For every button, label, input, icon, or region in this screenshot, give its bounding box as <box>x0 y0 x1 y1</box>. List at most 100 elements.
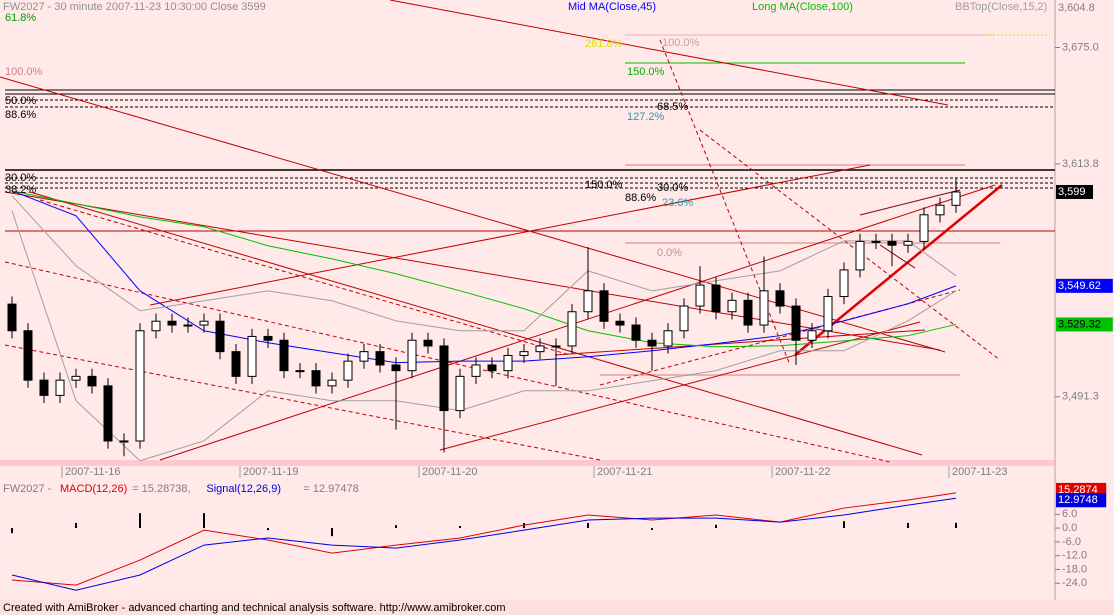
last-close-label-box <box>1056 184 1093 199</box>
overlay-line <box>11 210 957 462</box>
y-tick-label: 3,491.3 <box>1062 391 1099 403</box>
footer-bar <box>0 600 1114 615</box>
x-tick-label: 2007-11-19 <box>243 466 298 478</box>
candle-body <box>279 339 289 372</box>
candle-body <box>71 375 81 381</box>
candle-body <box>487 364 497 372</box>
candle-body <box>903 240 913 246</box>
candle-body <box>679 305 689 332</box>
legend-entry: Mid MA(Close,45) <box>568 1 656 13</box>
y-tick-label: 3,613.8 <box>1062 158 1099 170</box>
legend-entry: Long MA(Close,100) <box>752 1 853 13</box>
x-tick-label: 2007-11-21 <box>597 466 652 478</box>
candle-body <box>535 345 545 353</box>
series-last-label-box <box>1056 493 1107 508</box>
y-tick-label: 0.0 <box>1062 522 1077 534</box>
fib-label: 88.6% <box>5 109 36 121</box>
x-tick-label: 2007-11-22 <box>775 466 830 478</box>
candle-body <box>839 269 849 298</box>
candle-body <box>455 375 465 412</box>
fib-label: 150.0% <box>585 179 623 191</box>
candle-body <box>759 290 769 326</box>
fib-label: 23.6% <box>662 197 693 209</box>
candle-body <box>471 364 481 377</box>
candle-body <box>135 330 145 442</box>
overlay-last-label-box <box>1056 317 1113 332</box>
overlay-last-label: 3,549.62 <box>1058 280 1101 292</box>
candle-body <box>103 385 113 442</box>
candle-body <box>87 375 97 387</box>
candle-body <box>519 351 529 356</box>
x-tick-label: 2007-11-23 <box>952 466 1007 478</box>
y-tick-label: 6.0 <box>1062 508 1077 520</box>
macd-line <box>11 492 957 586</box>
legend-entry: BBTop(Close,15,2) <box>955 1 1047 13</box>
candle-body <box>215 320 225 353</box>
candle-body <box>775 290 785 307</box>
candle-body <box>871 240 881 243</box>
candle-body <box>231 351 241 377</box>
header-value: 3,604.8 <box>1058 2 1095 14</box>
overlay-last-label-box <box>1056 278 1113 293</box>
candle-body <box>663 330 673 347</box>
candle-body <box>167 320 177 326</box>
macd-title-prefix: FW2027 - <box>3 483 52 495</box>
candle-body <box>23 330 33 381</box>
fib-label: 88.6% <box>625 192 656 204</box>
candle-body <box>647 339 657 347</box>
last-close-label: 3,599 <box>1058 186 1086 198</box>
candle-body <box>743 299 753 326</box>
series-last-label: 15.2874 <box>1058 484 1098 496</box>
candle-body <box>791 305 801 341</box>
candle-body <box>39 379 49 396</box>
fib-label: 261.8% <box>585 38 623 50</box>
fib-label: 100.0% <box>5 66 43 78</box>
candle-body <box>727 299 737 313</box>
overlay-line <box>11 195 957 332</box>
candle-body <box>599 290 609 322</box>
legend-entry: MACD(12,26) <box>60 483 127 495</box>
fib-label: 0.0% <box>657 247 682 259</box>
y-tick-label: -12.0 <box>1062 550 1087 562</box>
candle-body <box>807 330 817 341</box>
footer-text: Created with AmiBroker - advanced charti… <box>3 602 506 614</box>
fib-label: 38.2% <box>5 184 36 196</box>
y-tick-label: -24.0 <box>1062 577 1087 589</box>
fib-label: 150.0% <box>627 66 665 78</box>
legend-entry: Signal(12,26,9) <box>206 483 281 495</box>
candle-body <box>711 284 721 313</box>
candle-body <box>359 351 369 362</box>
candle-body <box>295 370 305 373</box>
x-tick-label: 2007-11-20 <box>422 466 477 478</box>
candle-body <box>375 351 385 366</box>
y-tick-label: -18.0 <box>1062 563 1087 575</box>
candle-body <box>407 339 417 372</box>
candle-body <box>503 354 513 372</box>
candle-body <box>55 379 65 396</box>
candle-body <box>311 370 321 387</box>
candle-body <box>583 290 593 313</box>
x-tick-label: 2007-11-16 <box>65 466 120 478</box>
candle-body <box>615 320 625 326</box>
fib-label: 30.0% <box>657 182 688 194</box>
candle-body <box>567 311 577 347</box>
candle-body <box>919 214 929 242</box>
panel-separator <box>0 460 1055 466</box>
candle-body <box>119 440 129 443</box>
fib-label: 50.0% <box>5 95 36 107</box>
candle-body <box>423 339 433 347</box>
fib-label: 68.5% <box>657 101 688 113</box>
candle-body <box>183 324 193 327</box>
candle-body <box>327 379 337 387</box>
fib-label: 100.0% <box>662 37 700 49</box>
candle-body <box>855 240 865 271</box>
fib-label: 61.8% <box>5 12 36 24</box>
candle-body <box>823 296 833 332</box>
candle-body <box>887 240 897 246</box>
y-tick-label: 3,675.0 <box>1062 41 1099 53</box>
trend-lines <box>0 0 1003 463</box>
candle-body <box>199 320 209 326</box>
candle-body <box>935 204 945 216</box>
